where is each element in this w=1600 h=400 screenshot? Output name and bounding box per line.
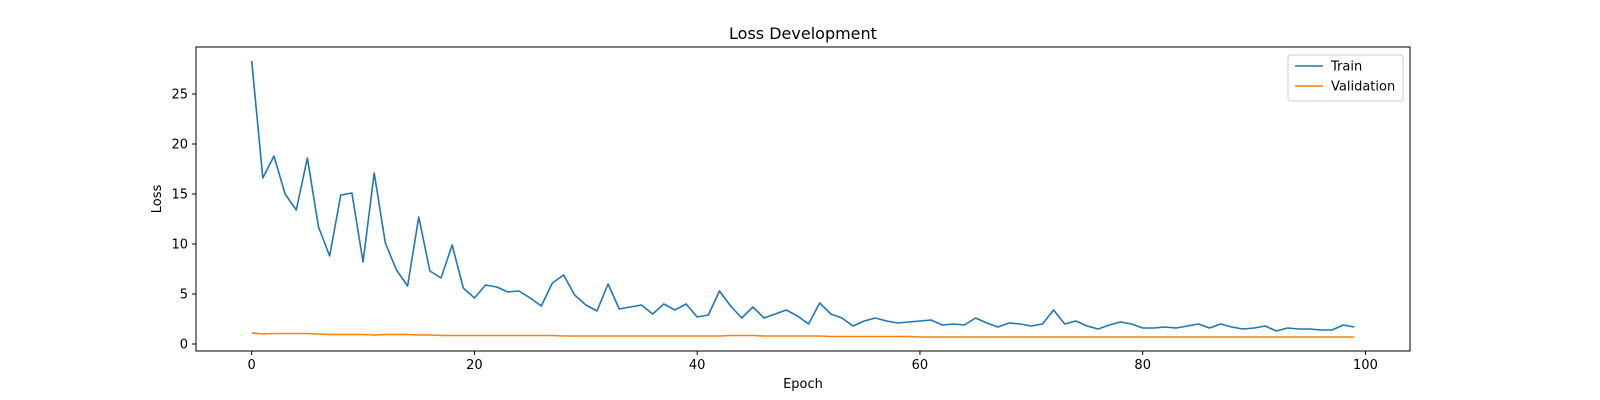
- legend-label-train: Train: [1330, 60, 1362, 75]
- series-line-train: [250, 60, 1355, 332]
- legend: Train Validation: [1287, 54, 1404, 102]
- x-tick-label: 40: [689, 358, 706, 373]
- x-tick-label: 100: [1353, 358, 1378, 373]
- y-axis-ticks: 0 5 10 15 20 25: [171, 88, 196, 353]
- chart-title: Loss Development: [729, 24, 877, 43]
- y-tick-label: 5: [180, 288, 188, 303]
- y-tick-label: 20: [171, 138, 188, 153]
- x-axis-label: Epoch: [783, 377, 823, 392]
- plot-lines: [250, 60, 1355, 338]
- y-axis-label: Loss: [150, 185, 165, 214]
- y-tick-label: 10: [171, 238, 188, 253]
- plot-frame: [195, 46, 1411, 352]
- x-axis-ticks: 0 20 40 60 80 100: [248, 351, 1378, 373]
- series-line-validation: [251, 332, 1355, 338]
- x-tick-label: 20: [466, 358, 483, 373]
- x-tick-label: 0: [248, 358, 256, 373]
- y-tick-label: 25: [171, 88, 188, 103]
- x-tick-label: 60: [912, 358, 929, 373]
- y-tick-label: 0: [180, 338, 188, 353]
- x-tick-label: 80: [1134, 358, 1151, 373]
- y-tick-label: 15: [171, 188, 188, 203]
- legend-label-validation: Validation: [1331, 80, 1395, 95]
